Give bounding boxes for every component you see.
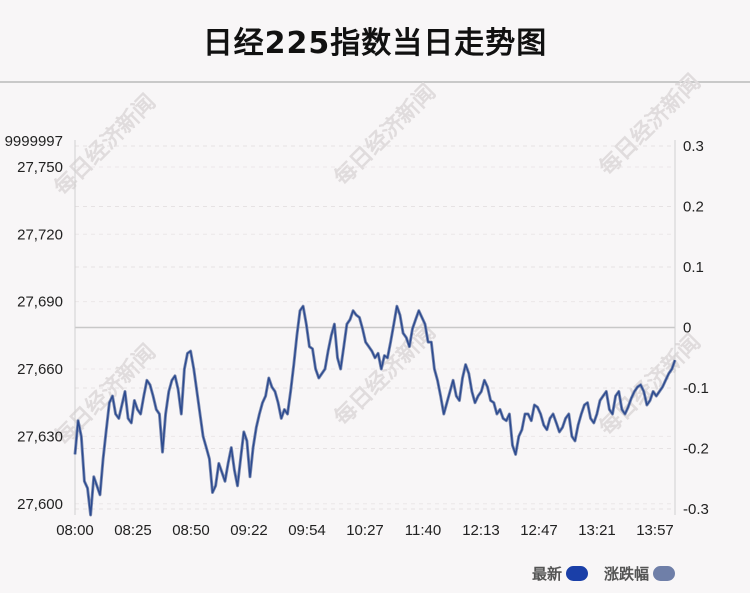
y-tick-label-left-partial: 9999997 [5,133,63,150]
x-tick-label: 08:50 [172,522,210,539]
legend-label-change: 涨跌幅 [604,565,650,583]
x-tick-label: 12:47 [520,522,558,539]
y-tick-label-left: 27,690 [17,294,63,311]
x-tick-label: 09:54 [288,522,326,539]
legend-item-latest[interactable]: 最新 [532,563,589,584]
x-tick-label: 12:13 [462,522,500,539]
tick-labels: 27,600 27,630 27,660 27,690 27,720 27,750 9999… [5,133,709,539]
watermark-text: 每日经济新闻 [329,79,441,191]
chart-title: 日经225指数当日走势图 [202,26,548,61]
y-tick-label-right: 0 [683,320,691,337]
legend-swatch-change [653,566,676,581]
y-tick-label-left: 27,600 [17,496,63,513]
y-tick-label-left: 27,630 [17,428,63,445]
y-tick-label-left: 27,660 [17,361,63,378]
series-lines [73,304,677,517]
grid-lines [75,145,675,510]
x-tick-label: 09:22 [230,522,268,539]
y-tick-label-left: 27,720 [17,226,63,243]
y-tick-label-right: 0.3 [683,138,704,155]
legend-swatch-latest [566,566,589,581]
series-line-change [73,304,677,517]
x-tick-label: 13:21 [578,522,616,539]
x-tick-label: 08:00 [56,522,94,539]
y-tick-label-right: 0.1 [683,259,704,276]
x-tick-label: 08:25 [114,522,152,539]
x-tick-label: 10:27 [346,522,384,539]
y-tick-label-right: -0.3 [683,501,709,518]
watermark-text: 每日经济新闻 [49,89,161,201]
legend: 最新 涨跌幅 [532,563,691,584]
y-tick-label-right: 0.2 [683,199,704,216]
x-tick-label: 13:57 [636,522,674,539]
x-tick-label: 11:40 [405,522,441,539]
watermark-text: 每日经济新闻 [594,69,706,181]
y-tick-label-right: -0.2 [683,440,709,457]
y-tick-label-right: -0.1 [683,380,709,397]
legend-label-latest: 最新 [532,565,563,583]
title-divider [0,81,750,83]
legend-item-change[interactable]: 涨跌幅 [604,563,676,584]
y-tick-label-left: 27,750 [17,159,63,176]
series-line-latest [74,305,676,516]
